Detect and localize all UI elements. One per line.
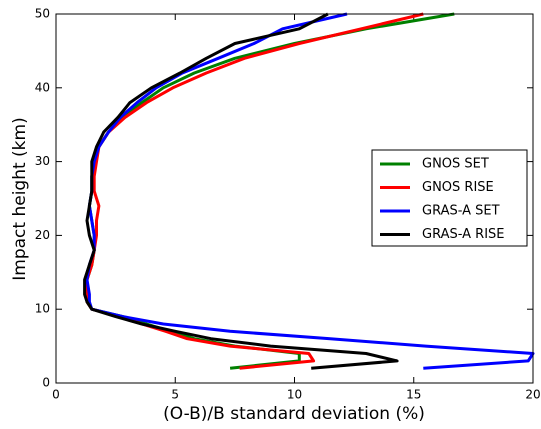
y-tick-label: 10 [35,302,50,316]
series-line [83,12,399,370]
x-tick-label: 20 [525,388,540,402]
y-tick-label: 50 [35,7,50,21]
y-tick-label: 30 [35,154,50,168]
y-tick-label: 0 [42,376,50,390]
plot-frame [55,13,534,384]
legend-label: GRAS-A RISE [422,227,505,242]
x-tick-label: 15 [406,388,421,402]
legend-box [371,149,528,247]
x-tick-label: 0 [52,388,60,402]
y-tick-label: 40 [35,80,50,94]
y-tick-label: 20 [35,228,50,242]
legend-label: GRAS-A SET [422,204,500,219]
x-axis-label: (O-B)/B standard deviation (%) [163,404,425,424]
series-line [85,12,424,370]
series-line [85,12,535,370]
x-tick-label: 10 [287,388,302,402]
legend-label: GNOS SET [422,157,489,172]
x-tick-label: 5 [171,388,179,402]
y-axis-label: Impact height (km) [10,117,30,280]
legend-label: GNOS RISE [422,180,494,195]
